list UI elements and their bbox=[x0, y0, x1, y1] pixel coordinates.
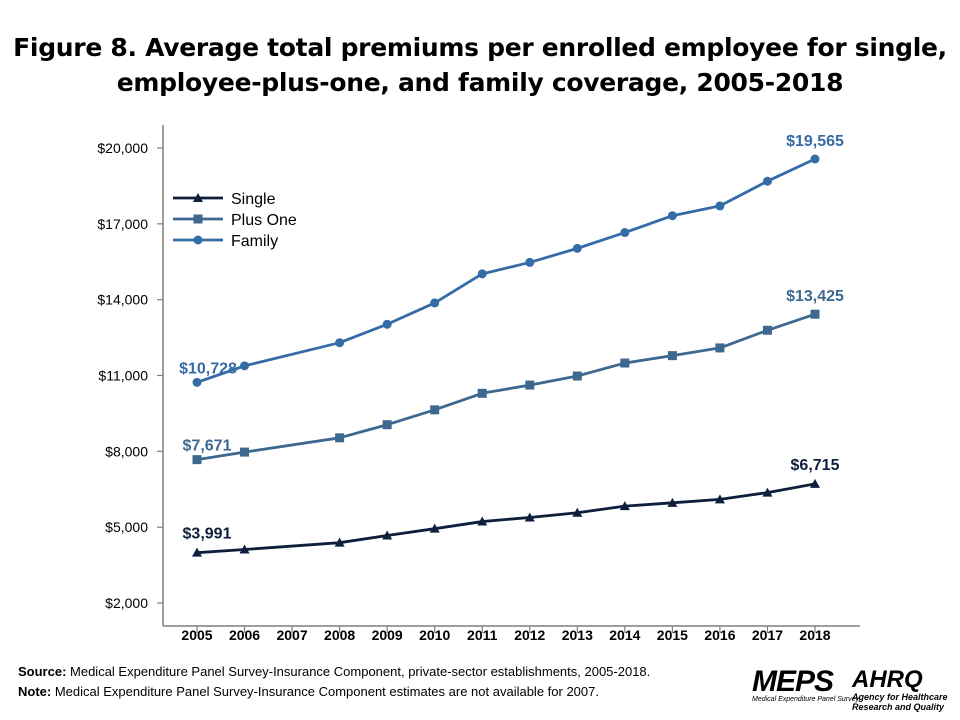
data-label-single-first: $3,991 bbox=[183, 526, 232, 543]
meps-logo-text: MEPS bbox=[752, 665, 834, 698]
ahrq-logo-subtitle-1: Agency for Healthcare bbox=[852, 692, 948, 702]
data-point-family bbox=[477, 269, 487, 279]
data-point-plus-one bbox=[667, 351, 677, 361]
data-point-single bbox=[762, 487, 773, 497]
x-tick-label: 2009 bbox=[372, 627, 403, 643]
data-label-single-last: $6,715 bbox=[791, 457, 840, 474]
title-line-1: Figure 8. Average total premiums per enr… bbox=[13, 33, 947, 62]
x-tick-label: 2010 bbox=[419, 627, 450, 643]
note-label: Note: bbox=[18, 684, 52, 699]
x-tick-label: 2018 bbox=[799, 627, 830, 643]
title-line-2: employee-plus-one, and family coverage, … bbox=[116, 68, 844, 97]
source-note: Source: Medical Expenditure Panel Survey… bbox=[18, 662, 650, 682]
x-tick-label: 2017 bbox=[752, 627, 783, 643]
data-point-family bbox=[620, 228, 630, 238]
data-label-family-last: $19,565 bbox=[786, 133, 844, 150]
data-point-single bbox=[524, 512, 535, 522]
data-point-plus-one bbox=[810, 309, 820, 319]
data-point-plus-one bbox=[572, 371, 582, 381]
data-point-single bbox=[239, 544, 250, 554]
data-point-family bbox=[810, 154, 820, 164]
source-text: Medical Expenditure Panel Survey-Insuran… bbox=[66, 664, 651, 679]
x-tick-label: 2008 bbox=[324, 627, 355, 643]
data-point-single bbox=[334, 537, 345, 547]
meps-logo: MEPS Medical Expenditure Panel Survey bbox=[752, 665, 860, 704]
legend-marker-plus-one bbox=[193, 214, 203, 224]
data-point-single bbox=[429, 523, 440, 533]
series-line-single bbox=[196, 482, 816, 555]
data-point-single bbox=[714, 494, 725, 504]
data-point-family bbox=[335, 338, 345, 348]
data-point-plus-one bbox=[430, 405, 440, 415]
data-point-family bbox=[525, 257, 535, 267]
data-point-plus-one bbox=[335, 433, 345, 443]
data-point-single bbox=[572, 507, 583, 517]
data-point-plus-one bbox=[477, 388, 487, 398]
y-tick-label: $20,000 bbox=[97, 140, 148, 156]
y-tick-label: $5,000 bbox=[105, 519, 148, 535]
ahrq-logo-text: AHRQ bbox=[852, 666, 923, 693]
source-label: Source: bbox=[18, 664, 67, 679]
legend-marker-single bbox=[193, 193, 203, 202]
y-tick-label: $8,000 bbox=[105, 443, 148, 459]
data-point-single bbox=[477, 516, 488, 526]
data-point-plus-one bbox=[240, 447, 250, 457]
data-point-family bbox=[715, 201, 725, 211]
data-label-family-first: $10,728 bbox=[179, 360, 237, 377]
legend-marker-family bbox=[193, 235, 203, 245]
x-tick-label: 2015 bbox=[657, 627, 688, 643]
x-tick-label: 2007 bbox=[276, 627, 307, 643]
note-text: Medical Expenditure Panel Survey-Insuran… bbox=[51, 684, 599, 699]
data-point-family bbox=[762, 176, 772, 186]
data-point-family bbox=[430, 298, 440, 308]
data-point-single bbox=[382, 530, 393, 540]
data-point-family bbox=[192, 377, 202, 387]
series-line-plus-one bbox=[196, 312, 816, 462]
x-tick-label: 2016 bbox=[704, 627, 735, 643]
data-point-plus-one bbox=[525, 380, 535, 390]
x-tick-label: 2011 bbox=[467, 627, 498, 643]
data-point-plus-one bbox=[762, 325, 772, 335]
y-tick-label: $11,000 bbox=[98, 368, 148, 384]
y-tick-label: $17,000 bbox=[97, 216, 148, 232]
data-point-single bbox=[667, 497, 678, 507]
data-point-single bbox=[810, 478, 820, 488]
chart-title: Figure 8. Average total premiums per enr… bbox=[0, 30, 960, 100]
data-label-plus-one-last: $13,425 bbox=[786, 288, 844, 305]
legend-label-plus-one: Plus One bbox=[231, 212, 297, 229]
data-point-single bbox=[619, 501, 630, 511]
data-point-family bbox=[667, 211, 677, 221]
data-point-family bbox=[382, 319, 392, 329]
data-label-plus-one-first: $7,671 bbox=[183, 438, 232, 455]
x-tick-label: 2006 bbox=[229, 627, 260, 643]
y-tick-label: $2,000 bbox=[105, 595, 148, 611]
data-point-plus-one bbox=[192, 455, 202, 465]
data-point-single bbox=[192, 547, 202, 557]
data-point-family bbox=[572, 243, 582, 253]
data-point-plus-one bbox=[620, 358, 630, 368]
data-point-plus-one bbox=[715, 343, 725, 353]
legend-label-single: Single bbox=[231, 191, 276, 208]
legend-label-family: Family bbox=[231, 233, 278, 250]
footnotes: Source: Medical Expenditure Panel Survey… bbox=[18, 662, 650, 702]
note: Note: Medical Expenditure Panel Survey-I… bbox=[18, 682, 650, 702]
meps-logo-subtitle: Medical Expenditure Panel Survey bbox=[752, 696, 860, 703]
ahrq-logo: AHRQ Agency for Healthcare Research and … bbox=[852, 666, 948, 713]
x-tick-label: 2014 bbox=[609, 627, 640, 643]
x-tick-label: 2013 bbox=[562, 627, 593, 643]
ahrq-logo-subtitle-2: Research and Quality bbox=[852, 702, 945, 712]
data-point-plus-one bbox=[382, 420, 392, 430]
x-tick-label: 2005 bbox=[181, 627, 212, 643]
y-tick-label: $14,000 bbox=[97, 292, 148, 308]
x-tick-label: 2012 bbox=[514, 627, 545, 643]
data-point-family bbox=[240, 361, 250, 371]
